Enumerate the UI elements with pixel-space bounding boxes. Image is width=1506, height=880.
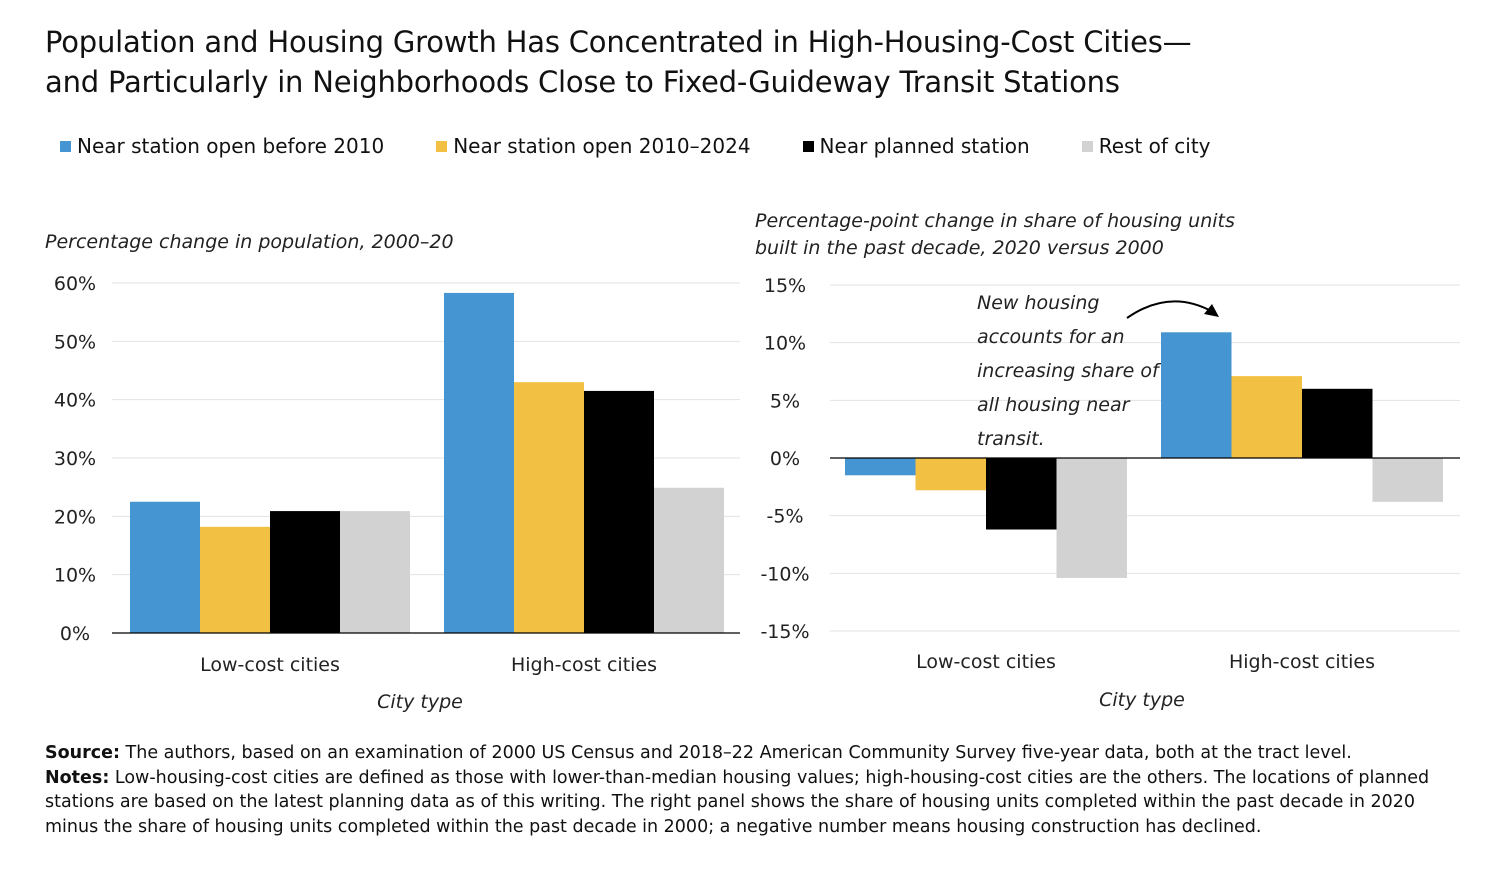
legend-label: Near station open 2010–2024 [453, 134, 751, 158]
bar [1302, 388, 1373, 458]
bar [1231, 376, 1302, 458]
y-tick-label: 0% [770, 448, 800, 470]
legend-swatch [60, 140, 71, 152]
notes: Source: The authors, based on an examina… [45, 741, 1465, 839]
y-tick-label: 10% [54, 565, 96, 587]
bar [444, 292, 514, 633]
chart-title: Population and Housing Growth Has Concen… [45, 22, 1192, 102]
notes-label: Notes: [45, 767, 110, 788]
notes-text: Low-housing-cost cities are defined as t… [45, 767, 1430, 837]
bar [1161, 332, 1232, 458]
y-tick-label: 60% [54, 273, 96, 295]
annotation-line: New housing [977, 292, 1100, 314]
title-line-1: Population and Housing Growth Has Concen… [45, 25, 1192, 59]
x-axis-title: City type [1099, 689, 1185, 711]
right-subtitle: Percentage-point change in share of hous… [755, 208, 1235, 262]
legend-label: Near station open before 2010 [77, 134, 385, 158]
source-text: The authors, based on an examination of … [119, 743, 1352, 763]
bar [200, 526, 270, 633]
annotation-arrow-icon [1126, 300, 1214, 319]
legend-item: Near station open before 2010 [60, 134, 384, 158]
y-tick-label: 10% [764, 333, 806, 355]
annotation-line: all housing near [977, 394, 1130, 416]
legend-item: Near planned station [802, 134, 1030, 158]
y-tick-label: 0% [60, 623, 90, 645]
bar [986, 458, 1057, 530]
annotation: New housing accounts for an increasing s… [977, 286, 1159, 456]
y-tick-label: -10% [760, 563, 809, 585]
x-category-label: High-cost cities [511, 654, 657, 676]
bar [270, 511, 340, 633]
y-tick-label: 20% [54, 506, 96, 528]
bar [654, 487, 724, 633]
bar [915, 458, 986, 491]
legend-swatch [802, 140, 814, 152]
source-line: Source: The authors, based on an examina… [45, 741, 1465, 766]
source-label: Source: [45, 743, 120, 763]
bar [340, 511, 410, 633]
title-line-2: and Particularly in Neighborhoods Close … [45, 65, 1120, 99]
y-tick-label: 40% [54, 390, 96, 412]
bar [845, 458, 916, 476]
bar [584, 390, 654, 633]
legend-item: Near station open 2010–2024 [436, 134, 751, 158]
annotation-line: transit. [977, 428, 1045, 450]
y-tick-label: 5% [770, 390, 800, 412]
x-category-label: High-cost cities [1229, 651, 1375, 673]
y-tick-label: 30% [54, 448, 96, 470]
x-category-label: Low-cost cities [916, 651, 1056, 673]
y-tick-label: -5% [767, 506, 804, 528]
legend-label: Near planned station [819, 134, 1030, 158]
bar [1056, 458, 1127, 578]
notes-block: Notes: Low-housing-cost cities are defin… [45, 766, 1465, 840]
annotation-line: increasing share of [977, 360, 1159, 382]
legend-swatch [1081, 140, 1093, 152]
legend-label: Rest of city [1098, 134, 1211, 158]
x-axis-title: City type [377, 691, 463, 713]
y-tick-label: -15% [760, 621, 809, 643]
legend-swatch [436, 140, 448, 152]
legend: Near station open before 2010 Near stati… [60, 134, 1263, 158]
y-tick-label: 15% [764, 275, 806, 297]
bar [1372, 458, 1443, 502]
left-subtitle: Percentage change in population, 2000–20 [45, 231, 454, 253]
y-tick-label: 50% [54, 331, 96, 353]
bar [514, 382, 584, 633]
x-category-label: Low-cost cities [200, 654, 340, 676]
arrowhead-icon [1204, 304, 1219, 317]
right-subtitle-line-1: Percentage-point change in share of hous… [755, 210, 1235, 232]
legend-item: Rest of city [1081, 134, 1211, 158]
right-subtitle-line-2: built in the past decade, 2020 versus 20… [755, 237, 1164, 259]
bar [130, 501, 200, 633]
annotation-line: accounts for an [977, 326, 1125, 348]
